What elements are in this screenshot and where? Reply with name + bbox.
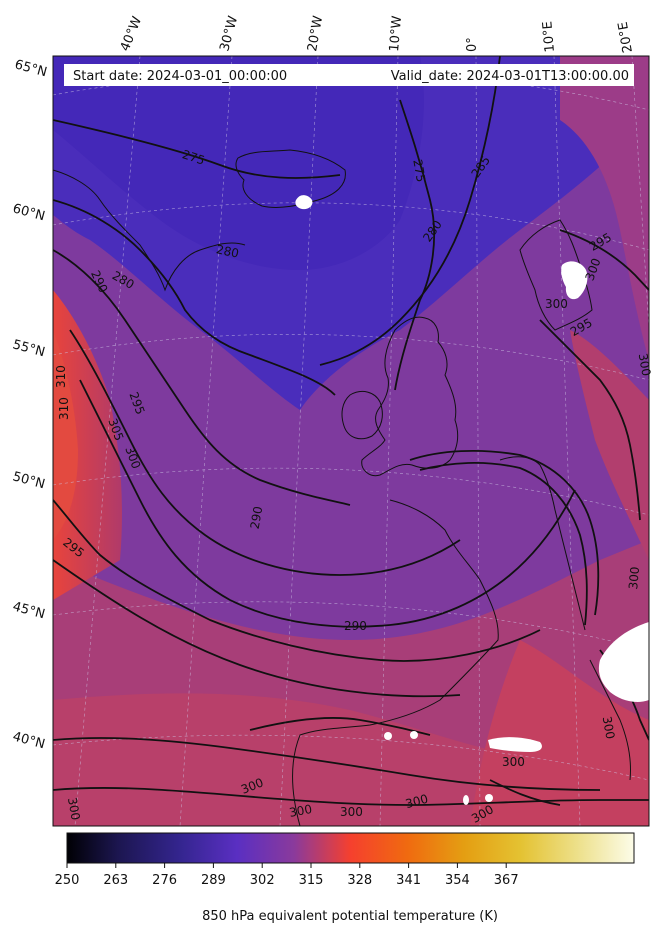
colorbar-tick-label: 302 <box>250 873 275 888</box>
contour-label: 280 <box>215 242 240 260</box>
missing-data-patches <box>295 195 649 805</box>
colorbar-tick-label: 367 <box>494 873 519 888</box>
colorbar-label: 850 hPa equivalent potential temperature… <box>202 909 498 924</box>
lon-label: 40°W <box>118 14 145 53</box>
contour-label: 275 <box>410 158 428 183</box>
contour-label: 300 <box>340 805 363 819</box>
lat-label: 65°N <box>13 57 49 80</box>
lat-label: 60°N <box>11 201 47 224</box>
lon-label: 30°W <box>217 14 241 53</box>
lon-label: 20°W <box>305 15 326 53</box>
longitude-axis: 40°W 30°W 20°W 10°W 0° 10°E 20°E <box>118 14 636 54</box>
lon-label: 20°E <box>616 21 636 54</box>
temperature-field <box>53 56 649 826</box>
colorbar-tick-label: 263 <box>103 873 128 888</box>
header-box <box>64 64 634 86</box>
colorbar <box>66 832 635 864</box>
latitude-axis: 65°N 60°N 55°N 50°N 45°N 40°N <box>11 57 49 752</box>
contour-label: 275 <box>180 147 206 167</box>
graticule <box>53 56 649 826</box>
lat-label: 45°N <box>11 599 47 622</box>
lat-label: 50°N <box>11 469 47 492</box>
contour-label: 300 <box>502 755 525 769</box>
colorbar-ticks: 250 263 276 289 302 315 328 341 354 367 <box>55 863 519 888</box>
lat-label: 40°N <box>11 729 47 752</box>
colorbar-tick-label: 289 <box>201 873 226 888</box>
colorbar-tick-label: 250 <box>55 873 80 888</box>
contour-label: 300 <box>600 715 618 740</box>
contour-label: 300 <box>65 796 83 821</box>
colorbar-tick-label: 354 <box>445 873 470 888</box>
coastlines <box>53 149 631 826</box>
lon-label: 0° <box>465 37 480 52</box>
contour-label: 310 <box>57 397 71 420</box>
contour-label: 290 <box>248 505 266 530</box>
colorbar-tick-label: 341 <box>396 873 421 888</box>
contour-label: 300 <box>404 792 430 811</box>
contour-label: 300 <box>545 297 568 311</box>
lon-label: 10°E <box>540 21 558 53</box>
colorbar-tick-label: 276 <box>152 873 177 888</box>
lat-label: 55°N <box>11 337 47 360</box>
valid-date-label: Valid_date: 2024-03-01T13:00:00.00 <box>391 69 629 84</box>
start-date-label: Start date: 2024-03-01_00:00:00 <box>73 69 287 84</box>
contour-lines <box>53 56 649 806</box>
contour-label: 290 <box>344 619 367 633</box>
colorbar-tick-label: 315 <box>299 873 324 888</box>
colorbar-tick-label: 328 <box>347 873 372 888</box>
map-frame <box>52 55 650 827</box>
contour-label: 310 <box>54 365 68 388</box>
lon-label: 10°W <box>387 15 405 52</box>
contour-label: 300 <box>626 566 642 590</box>
contour-label: 300 <box>288 802 313 820</box>
